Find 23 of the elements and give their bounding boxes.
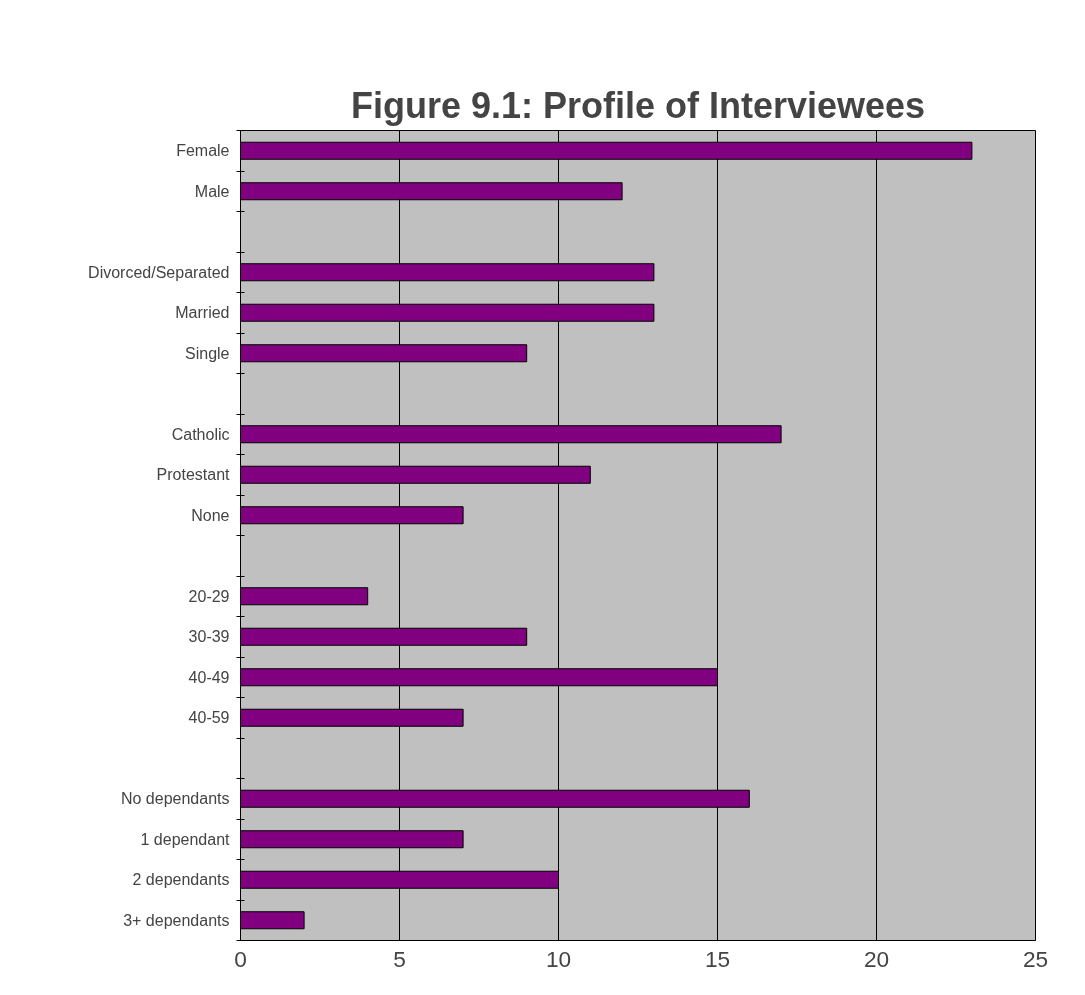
y-tick-label: No dependants	[120, 790, 230, 808]
y-tick-label: 2 dependants	[132, 871, 230, 889]
x-tick-label: 10	[545, 945, 572, 972]
y-tick-label: Catholic	[171, 425, 230, 443]
y-tick-label: Female	[176, 142, 230, 160]
x-tick-label: 15	[704, 945, 731, 972]
y-tick-label: Divorced/Separated	[88, 263, 230, 281]
y-tick-label: Married	[175, 304, 230, 322]
y-tick-label: 40-49	[188, 668, 230, 686]
chart-title: Figure 9.1: Profile of Interviewees	[350, 84, 926, 126]
y-tick-label: 40-59	[188, 709, 230, 727]
y-tick-label: 1 dependant	[140, 830, 231, 848]
y-tick-label: 30-39	[188, 628, 230, 646]
x-tick-label: 25	[1022, 945, 1049, 972]
x-tick-label: 0	[234, 945, 247, 972]
x-tick-label: 20	[863, 945, 890, 972]
y-tick-label: 3+ dependants	[123, 911, 230, 929]
x-tick-label: 5	[393, 945, 406, 972]
y-tick-label: None	[191, 506, 230, 524]
y-tick-label: 20-29	[188, 587, 230, 605]
y-tick-label: Single	[185, 344, 230, 362]
y-tick-label: Protestant	[156, 466, 231, 484]
y-tick-label: Male	[194, 182, 230, 200]
